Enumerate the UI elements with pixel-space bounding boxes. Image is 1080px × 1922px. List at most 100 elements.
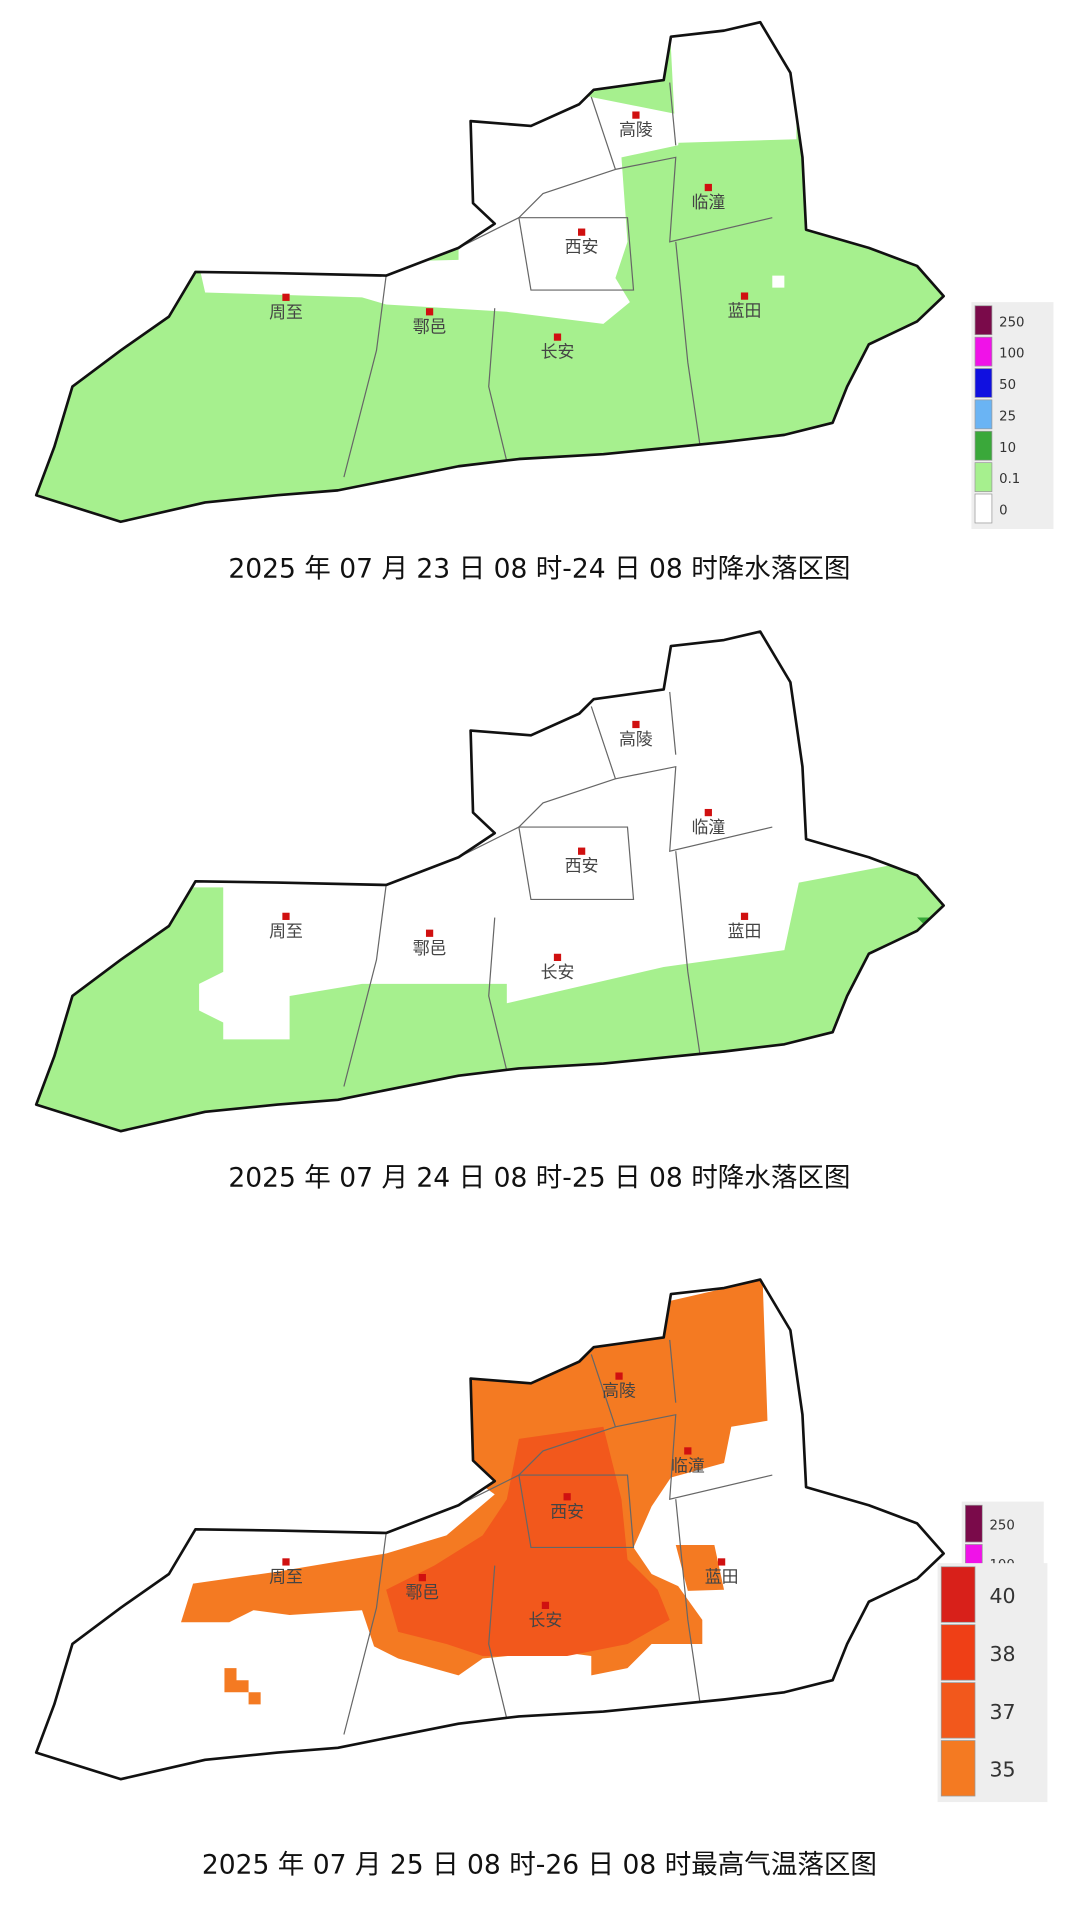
city-label: 周至 <box>269 302 303 322</box>
heat-core <box>386 1426 670 1657</box>
city-marker <box>740 292 749 300</box>
city-label: 鄠邑 <box>413 938 447 958</box>
legend-swatch <box>974 493 993 524</box>
district-boundary <box>488 308 508 462</box>
city-label: 长安 <box>541 962 575 982</box>
district-boundary <box>675 851 701 1055</box>
legend-label: 100 <box>999 347 1024 362</box>
district-boundary <box>675 1499 701 1703</box>
city-marker <box>717 1558 726 1566</box>
city-boundary <box>34 1278 945 1781</box>
district-boundary <box>518 217 635 291</box>
city-label: 高陵 <box>602 1381 636 1401</box>
legend-label: 38 <box>989 1642 1015 1666</box>
legend-swatch <box>940 1682 976 1739</box>
legend-label: 37 <box>989 1700 1015 1724</box>
legend-swatch <box>974 462 993 492</box>
city-marker <box>578 847 586 855</box>
no-rain-area <box>199 22 797 324</box>
map-caption: 2025 年 07 月 25 日 08 时-26 日 08 时最高气温落区图 <box>202 1849 877 1880</box>
city-label: 西安 <box>565 856 599 876</box>
district-boundary <box>669 82 677 146</box>
city-marker <box>704 183 712 192</box>
district-boundary <box>590 1354 773 1500</box>
district-boundary <box>518 168 616 219</box>
city-marker <box>632 111 640 119</box>
legend-label: 0 <box>999 504 1007 519</box>
city-label: 长安 <box>541 342 575 362</box>
city-marker <box>282 912 290 920</box>
legend-swatch <box>940 1740 976 1797</box>
rain-area <box>36 851 944 1132</box>
district-boundary <box>343 275 387 478</box>
legend-swatch <box>974 399 993 430</box>
district-boundary <box>518 826 635 901</box>
city-label: 西安 <box>550 1501 584 1521</box>
city-marker <box>563 1493 571 1501</box>
city-label: 鄠邑 <box>413 316 447 336</box>
city-marker <box>425 308 434 316</box>
city-label: 蓝田 <box>705 1566 739 1586</box>
city-marker <box>684 1447 692 1455</box>
city-label: 鄠邑 <box>405 1582 439 1602</box>
city-marker <box>282 293 290 301</box>
city-marker <box>553 333 562 341</box>
city-boundary <box>34 630 945 1133</box>
district-boundary <box>458 826 520 858</box>
district-boundary <box>488 917 508 1071</box>
district-boundary <box>669 1339 677 1403</box>
city-marker <box>615 1372 623 1380</box>
fill-layer <box>36 22 944 522</box>
city-boundary <box>34 20 945 524</box>
city-label: 长安 <box>529 1610 563 1630</box>
city-marker <box>632 720 640 729</box>
legend-label: 250 <box>999 315 1024 330</box>
district-boundary <box>458 217 520 249</box>
district-boundary <box>518 1426 616 1476</box>
city-label: 临潼 <box>691 817 725 837</box>
legend-label: 250 <box>989 1519 1014 1534</box>
legend-swatch <box>974 430 993 461</box>
legend-label: 25 <box>999 409 1016 424</box>
district-boundary <box>343 884 387 1087</box>
district-boundary <box>458 1474 520 1506</box>
district-boundary <box>518 778 616 828</box>
legend-label: 35 <box>989 1758 1015 1782</box>
city-marker <box>578 228 586 236</box>
legend-swatch <box>940 1566 976 1623</box>
district-boundary <box>669 691 677 755</box>
district-boundary <box>343 1532 387 1735</box>
legend-label: 50 <box>999 378 1016 393</box>
city-label: 蓝田 <box>728 921 762 941</box>
city-marker <box>553 953 562 961</box>
legend-swatch <box>974 305 993 336</box>
fill-layer <box>181 1279 768 1705</box>
city-marker <box>425 929 434 937</box>
city-label: 周至 <box>269 921 303 941</box>
city-label: 西安 <box>565 237 599 257</box>
district-boundary <box>590 706 773 852</box>
legend-label: 0.1 <box>999 472 1020 487</box>
city-marker <box>740 912 749 920</box>
district-boundary <box>518 1474 635 1549</box>
district-boundary <box>488 1565 508 1719</box>
fill-layer <box>36 851 944 1132</box>
map-caption: 2025 年 07 月 24 日 08 时-25 日 08 时降水落区图 <box>228 1163 850 1194</box>
legend-swatch <box>974 368 993 398</box>
district-boundary <box>590 96 773 243</box>
map-caption: 2025 年 07 月 23 日 08 时-24 日 08 时降水落区图 <box>228 553 850 584</box>
legend-swatch <box>965 1504 983 1543</box>
city-label: 蓝田 <box>728 301 762 321</box>
city-marker <box>704 808 712 817</box>
legend-label: 40 <box>989 1584 1015 1608</box>
legend-label: 10 <box>999 441 1016 456</box>
city-marker <box>418 1574 426 1582</box>
district-boundary <box>675 241 701 445</box>
city-label: 临潼 <box>691 192 725 212</box>
city-marker <box>541 1601 550 1609</box>
city-label: 临潼 <box>671 1455 705 1475</box>
